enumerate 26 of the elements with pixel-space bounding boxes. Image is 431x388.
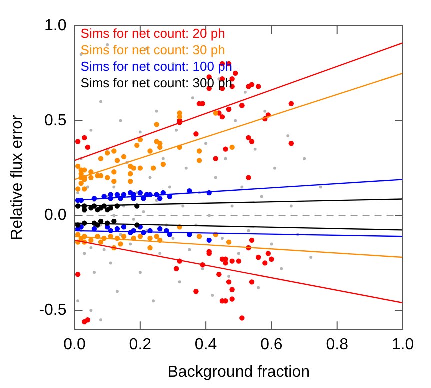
x-tick-label: 0.2 [129, 336, 152, 354]
y-tick-label: -0.5 [39, 302, 67, 320]
point [104, 207, 110, 213]
point [121, 192, 127, 198]
x-axis-title: Background fraction [168, 364, 310, 381]
y-tick-label: 1.0 [44, 17, 67, 34]
x-tick-label: 0.6 [260, 336, 283, 354]
text: Sims for net count: 30 ph [80, 42, 226, 58]
x-tick-label: 0.0 [64, 336, 86, 354]
y-axis-title: Relative flux error [9, 114, 26, 240]
point [158, 196, 163, 202]
x-tick-label: 0.4 [194, 336, 218, 354]
series-label: Sims for net count: 20 ph [80, 26, 226, 42]
point [121, 224, 127, 230]
point [206, 238, 212, 244]
x-tick-label: 1.0 [392, 336, 414, 354]
point [138, 190, 144, 196]
text: Sims for net count: 300 ph [80, 76, 233, 91]
y-tick-label: 0.0 [44, 207, 67, 224]
point [114, 226, 120, 232]
y-tick-label: 0.5 [44, 112, 67, 130]
point [112, 218, 117, 224]
point [95, 207, 100, 213]
point [114, 192, 120, 198]
x-tick-label: 0.8 [326, 336, 349, 354]
point [158, 226, 163, 232]
